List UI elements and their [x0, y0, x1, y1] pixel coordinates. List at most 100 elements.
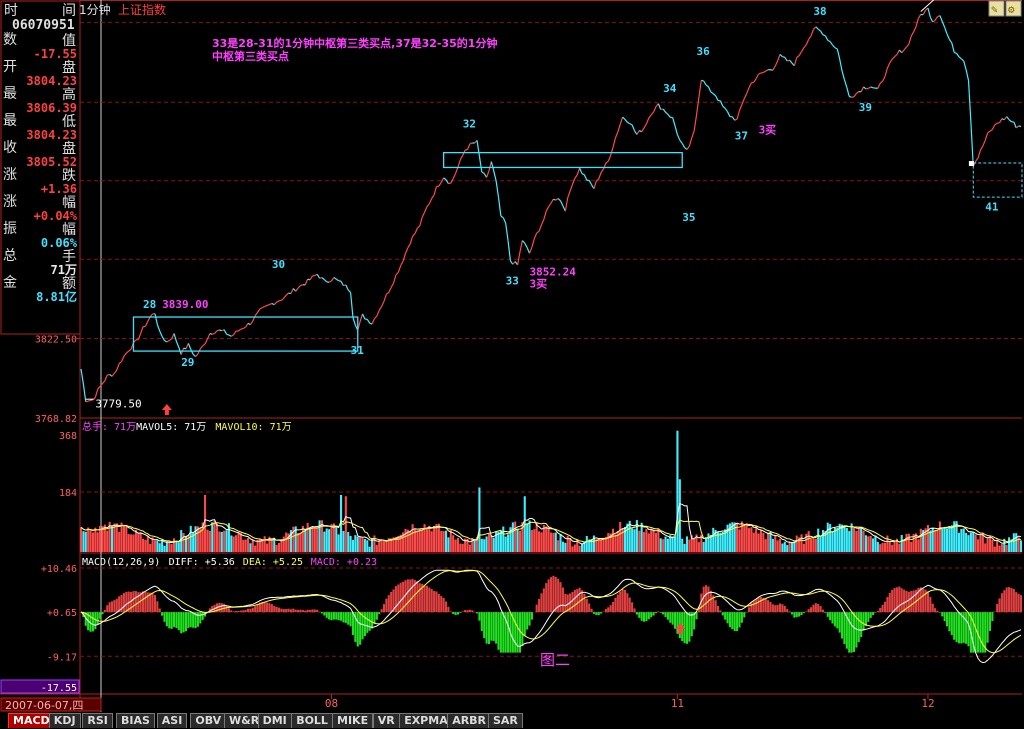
volume-bar	[332, 523, 335, 552]
volume-bar	[173, 538, 176, 552]
price-segment	[156, 324, 161, 332]
macd-histogram-bar	[113, 600, 116, 613]
price-segment	[906, 43, 910, 48]
toolbar-tab-expma[interactable]: EXPMA	[399, 713, 453, 728]
toolbar-tab-bias[interactable]: BIAS	[116, 713, 155, 728]
macd-histogram-bar	[413, 580, 417, 613]
price-segment	[710, 91, 714, 95]
toolbar-tab-asi[interactable]: ASI	[156, 713, 188, 728]
macd-histogram-bar	[447, 606, 450, 613]
macd-histogram-bar	[972, 612, 975, 653]
price-segment	[226, 333, 230, 336]
macd-histogram-bar	[688, 612, 691, 642]
price-segment	[712, 93, 717, 97]
macd-histogram-bar	[497, 612, 500, 650]
volume-bar	[583, 541, 586, 552]
macd-histogram-bar	[261, 601, 264, 613]
macd-histogram-bar	[876, 610, 879, 613]
info-row-value: -17.55	[34, 47, 77, 61]
price-segment	[242, 326, 246, 330]
price-annotation-label: 30	[272, 258, 285, 271]
macd-histogram-bar	[910, 590, 913, 613]
macd-histogram-bar	[893, 588, 896, 613]
volume-bar	[910, 541, 913, 552]
volume-bar	[802, 543, 805, 552]
price-segment	[295, 287, 299, 292]
macd-histogram-bar	[344, 612, 347, 623]
toolbar-tab-sar[interactable]: SAR	[488, 713, 523, 728]
volume-bar	[747, 528, 751, 552]
volume-bar	[313, 528, 316, 552]
volume-bar	[318, 520, 321, 552]
price-segment	[815, 26, 819, 30]
volume-bar	[590, 539, 593, 552]
macd-histogram-bar	[495, 612, 498, 644]
volume-bar	[459, 543, 462, 552]
price-segment	[328, 280, 332, 283]
price-segment	[312, 274, 315, 277]
macd-histogram-bar	[442, 597, 445, 613]
volume-bar	[454, 539, 457, 552]
volume-bar	[158, 543, 161, 552]
volume-bar	[709, 534, 712, 552]
macd-histogram-bar	[1019, 595, 1023, 613]
x-tick-label: 08	[325, 697, 338, 710]
macd-histogram-bar	[843, 612, 846, 645]
macd-histogram-bar	[776, 604, 779, 613]
toolbar-tab-rsi[interactable]: RSI	[82, 713, 113, 728]
price-annotation-label: 31	[351, 344, 365, 357]
macd-histogram-bar	[798, 612, 801, 617]
volume-bar	[421, 529, 424, 552]
volume-bar	[170, 544, 173, 552]
price-segment	[92, 397, 96, 401]
toolbar-tab-kdj[interactable]: KDJ	[48, 713, 81, 728]
macd-histogram-bar	[232, 611, 235, 613]
macd-histogram-bar	[349, 612, 352, 627]
volume-bar	[864, 535, 867, 552]
price-segment	[195, 353, 199, 357]
volume-bar	[778, 538, 782, 552]
toolbar-tab-boll[interactable]: BOLL	[291, 713, 333, 728]
macd-histogram-bar	[373, 612, 376, 625]
price-segment	[414, 227, 418, 234]
macd-histogram-bar	[335, 612, 338, 620]
toolbar-tab-obv[interactable]: OBV	[190, 713, 227, 728]
price-segment	[459, 155, 464, 160]
macd-histogram-bar	[707, 586, 710, 613]
macd-histogram-bar	[156, 601, 159, 613]
pin-button[interactable]	[988, 0, 1005, 17]
settings-button[interactable]	[1005, 0, 1022, 17]
toolbar-tab-mike[interactable]: MIKE	[332, 713, 374, 728]
macd-histogram-bar	[716, 605, 720, 613]
volume-bar	[719, 532, 722, 552]
volume-bar	[156, 540, 159, 552]
price-segment	[927, 7, 931, 18]
volume-bar	[397, 536, 400, 552]
price-segment	[548, 202, 552, 208]
volume-bar	[409, 531, 412, 552]
macd-histogram-bar	[266, 602, 269, 613]
toolbar-tab-wr[interactable]: W&R	[224, 713, 265, 728]
macd-histogram-bar	[616, 594, 619, 613]
macd-tick-label: -17.55	[41, 683, 77, 694]
volume-bar	[464, 538, 467, 552]
price-segment	[934, 16, 938, 21]
volume-bar	[218, 531, 221, 552]
macd-histogram-bar	[538, 598, 541, 613]
macd-histogram-bar	[502, 612, 505, 653]
macd-histogram-bar	[452, 612, 455, 615]
price-segment	[452, 173, 457, 179]
toolbar-tab-vr[interactable]: VR	[372, 713, 400, 728]
toolbar-tab-macd[interactable]: MACD	[8, 713, 55, 728]
macd-histogram-bar	[609, 605, 612, 613]
volume-bar	[664, 536, 667, 552]
volume-bar	[478, 487, 481, 552]
volume-bar	[406, 529, 409, 552]
volume-bar	[900, 535, 903, 552]
toolbar-tab-arbr[interactable]: ARBR	[447, 713, 492, 728]
macd-histogram-bar	[767, 600, 770, 613]
toolbar-tab-dmi[interactable]: DMI	[257, 713, 292, 728]
volume-bar	[600, 539, 603, 552]
macd-histogram-bar	[872, 612, 875, 615]
price-segment	[960, 58, 965, 62]
